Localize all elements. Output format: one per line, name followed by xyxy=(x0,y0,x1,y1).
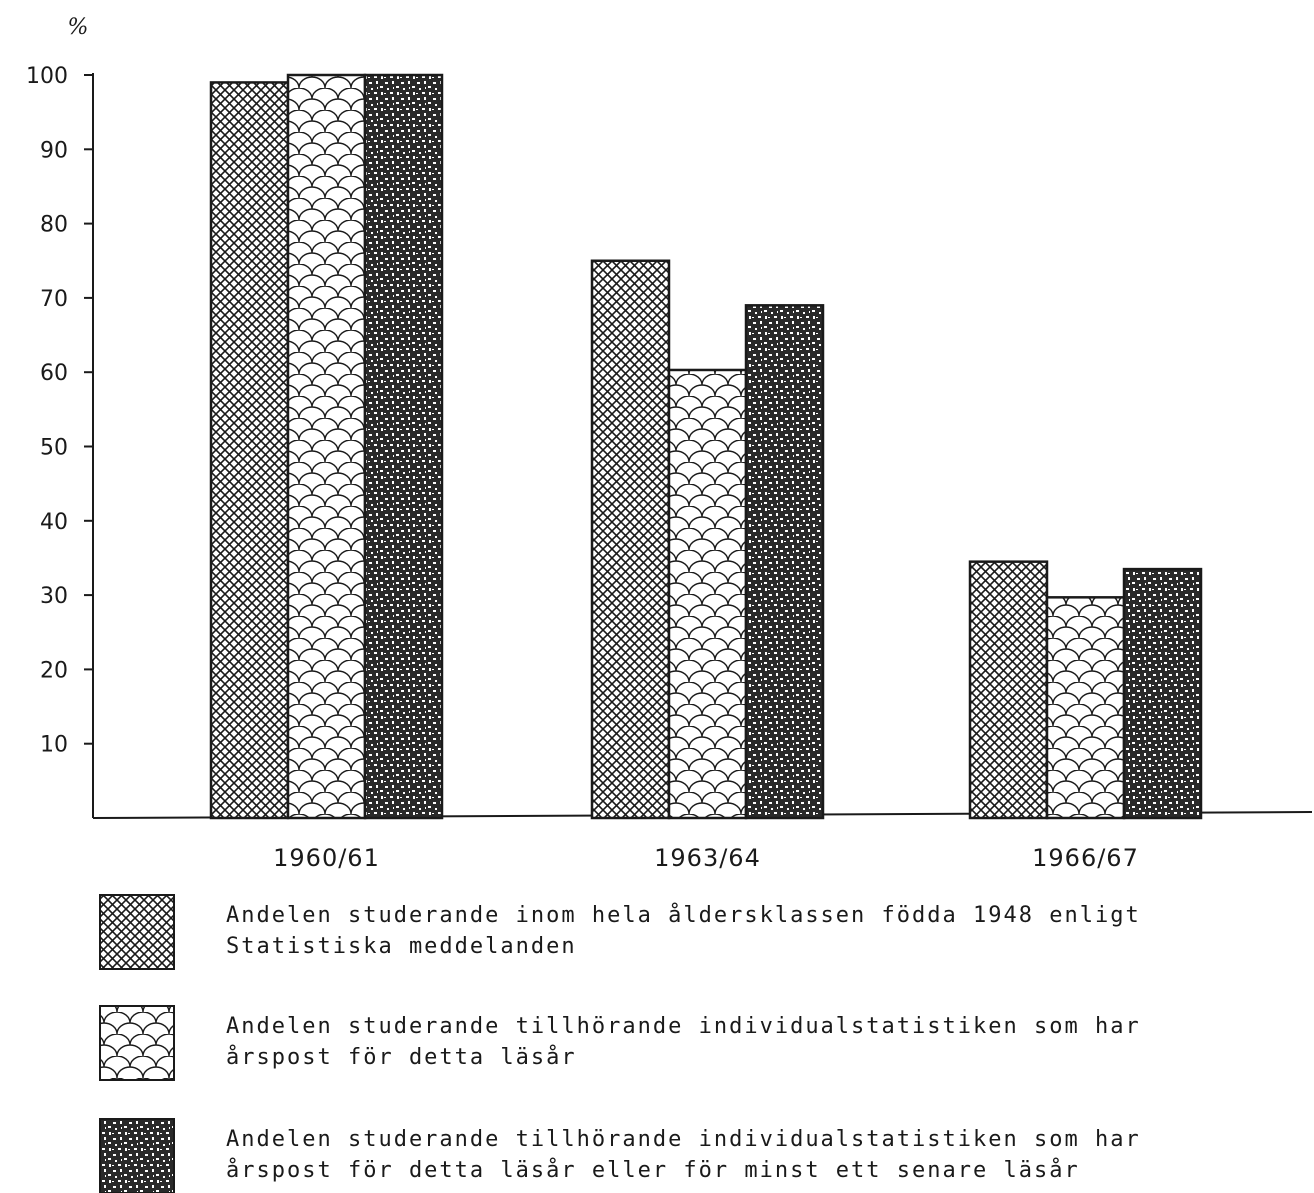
bar xyxy=(968,560,1049,820)
bar xyxy=(590,259,671,820)
legend-swatch xyxy=(99,1118,175,1193)
y-unit-label: % xyxy=(68,15,89,40)
y-tick-label: 60 xyxy=(40,361,68,386)
y-tick-label: 100 xyxy=(26,64,68,89)
legend-label: Andelen studerande inom hela åldersklass… xyxy=(226,902,1141,928)
bar xyxy=(1122,567,1203,820)
y-tick-label: 20 xyxy=(40,658,68,683)
y-tick-label: 40 xyxy=(40,510,68,535)
x-tick-label: 1966/67 xyxy=(1032,844,1139,872)
x-tick-label: 1963/64 xyxy=(654,844,761,872)
y-tick-label: 50 xyxy=(40,436,68,461)
legend-label: Andelen studerande tillhörande individua… xyxy=(226,1014,1141,1039)
legend-swatch xyxy=(99,894,175,970)
y-tick-label: 10 xyxy=(40,733,68,758)
bar xyxy=(744,304,825,820)
legend-label: årspost för detta läsår xyxy=(226,1044,577,1070)
bar xyxy=(1045,596,1126,820)
legend-label: Statistiska meddelanden xyxy=(226,934,577,959)
legend-label: årspost för detta läsår eller för minst … xyxy=(226,1157,1080,1183)
bar xyxy=(667,368,748,820)
bar xyxy=(286,73,367,820)
legend-swatch xyxy=(99,1005,175,1081)
bar xyxy=(363,73,444,820)
y-tick-label: 70 xyxy=(40,287,68,312)
y-tick-label: 90 xyxy=(40,138,68,163)
y-tick-label: 80 xyxy=(40,213,68,238)
bars: 1960/61 1963/64 1966/67 xyxy=(209,73,1203,872)
legend: Andelen studerande inom hela åldersklass… xyxy=(99,894,1141,1193)
bar xyxy=(209,81,290,820)
legend-label: Andelen studerande tillhörande individua… xyxy=(226,1127,1141,1152)
x-tick-label: 1960/61 xyxy=(273,844,380,872)
y-tick-label: 30 xyxy=(40,584,68,609)
